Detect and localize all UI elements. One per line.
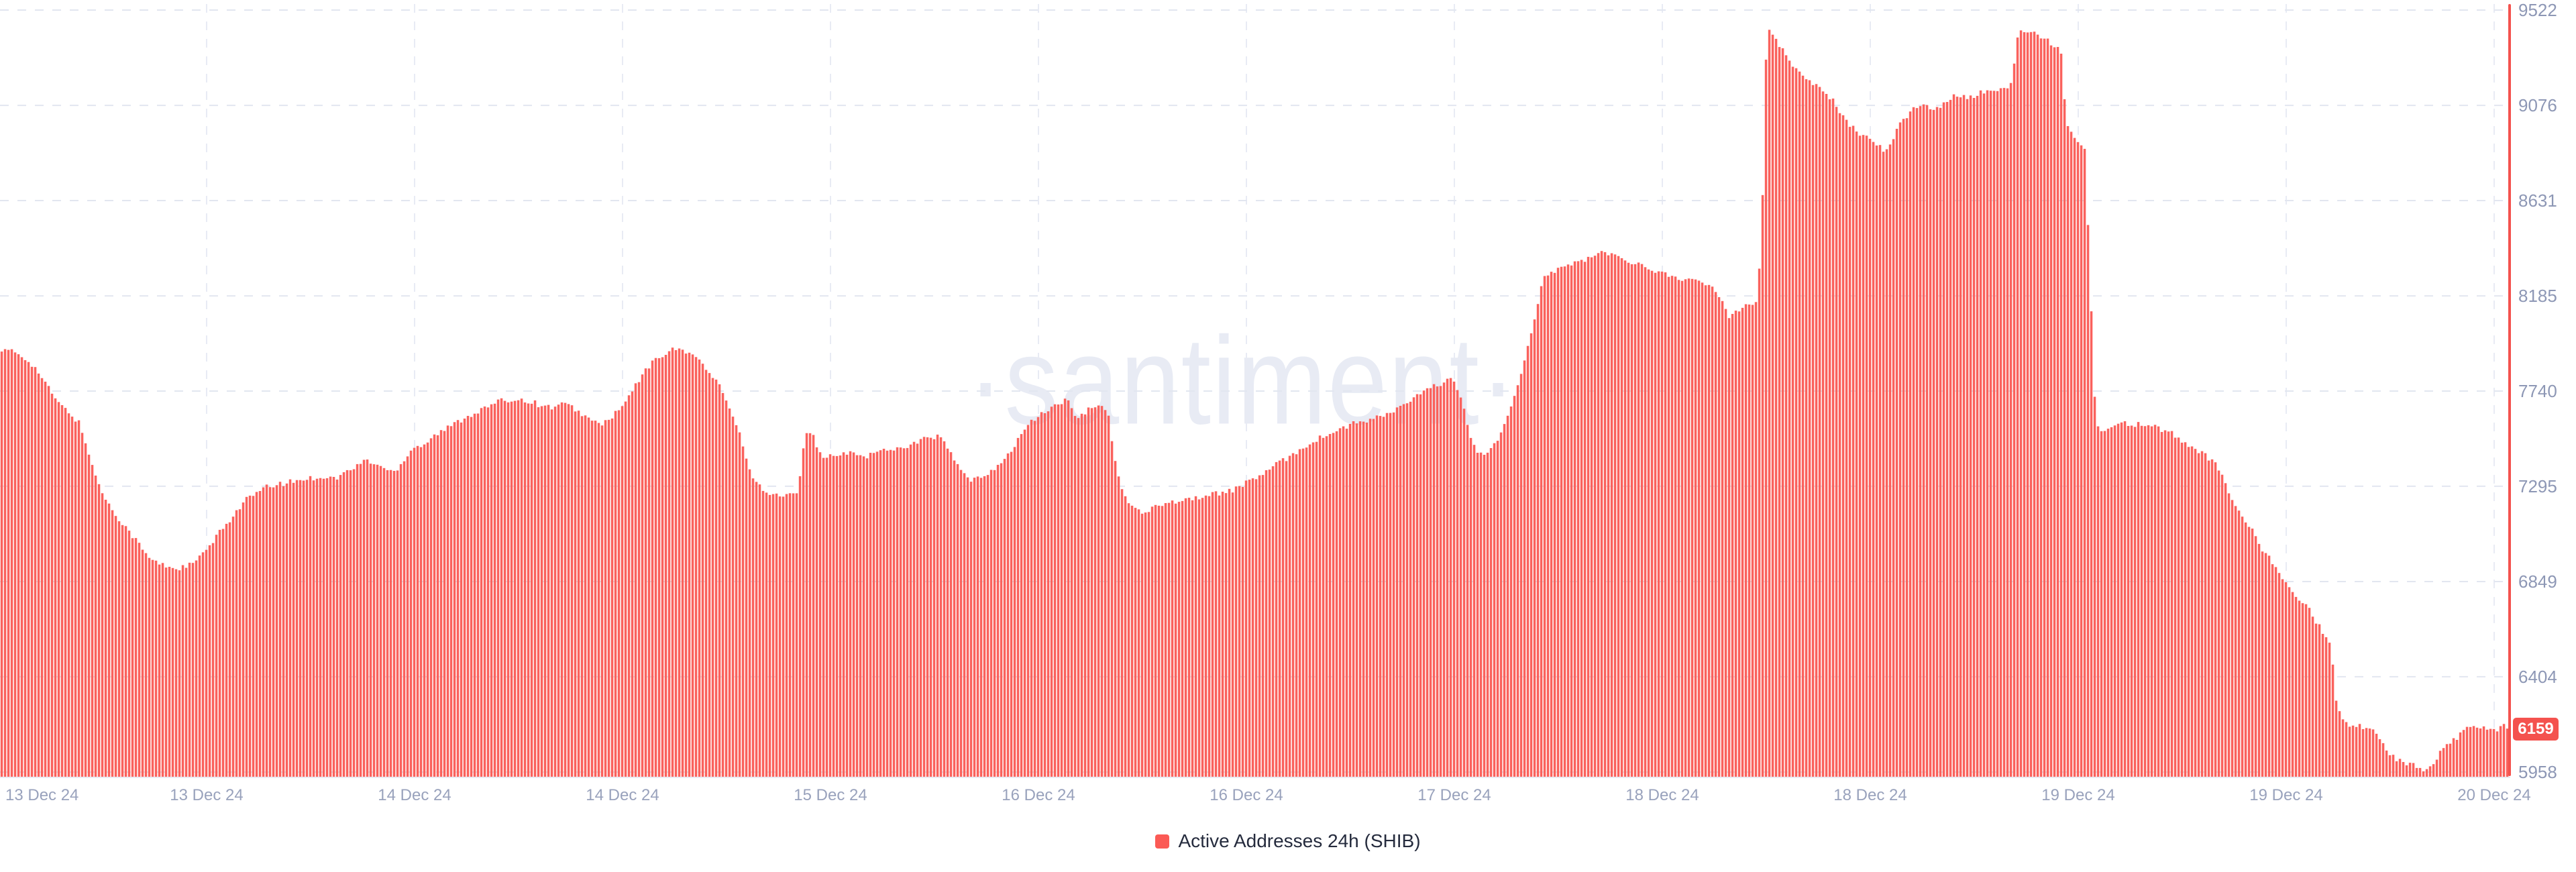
- y-axis-tick-label: 9076: [2518, 95, 2557, 116]
- x-axis-tick-label: 18 Dec 24: [1625, 786, 1699, 804]
- bar-series: [0, 30, 2509, 779]
- x-axis-tick-label: 20 Dec 24: [2457, 786, 2531, 804]
- chart-canvas: [0, 4, 2510, 779]
- x-axis-tick-label: 19 Dec 24: [2249, 786, 2323, 804]
- y-axis-tick-label: 9522: [2518, 0, 2557, 20]
- x-axis-tick-label: 19 Dec 24: [2041, 786, 2115, 804]
- legend-item-active-addresses[interactable]: Active Addresses 24h (SHIB): [0, 826, 2576, 856]
- y-axis-tick-label: 6404: [2518, 666, 2557, 687]
- y-axis-tick-label: 8185: [2518, 286, 2557, 307]
- x-axis-tick-label: 16 Dec 24: [1210, 786, 1283, 804]
- legend-color-marker: [1155, 834, 1170, 849]
- x-axis-tick-label: 14 Dec 24: [378, 786, 451, 804]
- y-axis-tick-label: 7295: [2518, 476, 2557, 496]
- x-axis-tick-label: 17 Dec 24: [1417, 786, 1491, 804]
- x-axis-tick-label: 13 Dec 24: [170, 786, 244, 804]
- y-axis-tick-label: 8631: [2518, 190, 2557, 211]
- y-axis-tick-label: 7740: [2518, 381, 2557, 401]
- price-axis-line: [2508, 4, 2511, 776]
- x-axis-tick-label: 16 Dec 24: [1002, 786, 1075, 804]
- current-value-badge: 6159: [2513, 717, 2559, 741]
- x-axis-tick-label: 18 Dec 24: [1833, 786, 1907, 804]
- y-axis-tick-label: 6849: [2518, 571, 2557, 592]
- plot-area[interactable]: ·santiment·: [0, 0, 2510, 779]
- x-axis-tick-label: 13 Dec 24: [5, 786, 79, 804]
- legend-label: Active Addresses 24h (SHIB): [1178, 830, 1421, 851]
- x-axis-tick-label: 14 Dec 24: [586, 786, 659, 804]
- x-axis-tick-label: 15 Dec 24: [794, 786, 867, 804]
- y-axis-tick-label: 5958: [2518, 762, 2557, 782]
